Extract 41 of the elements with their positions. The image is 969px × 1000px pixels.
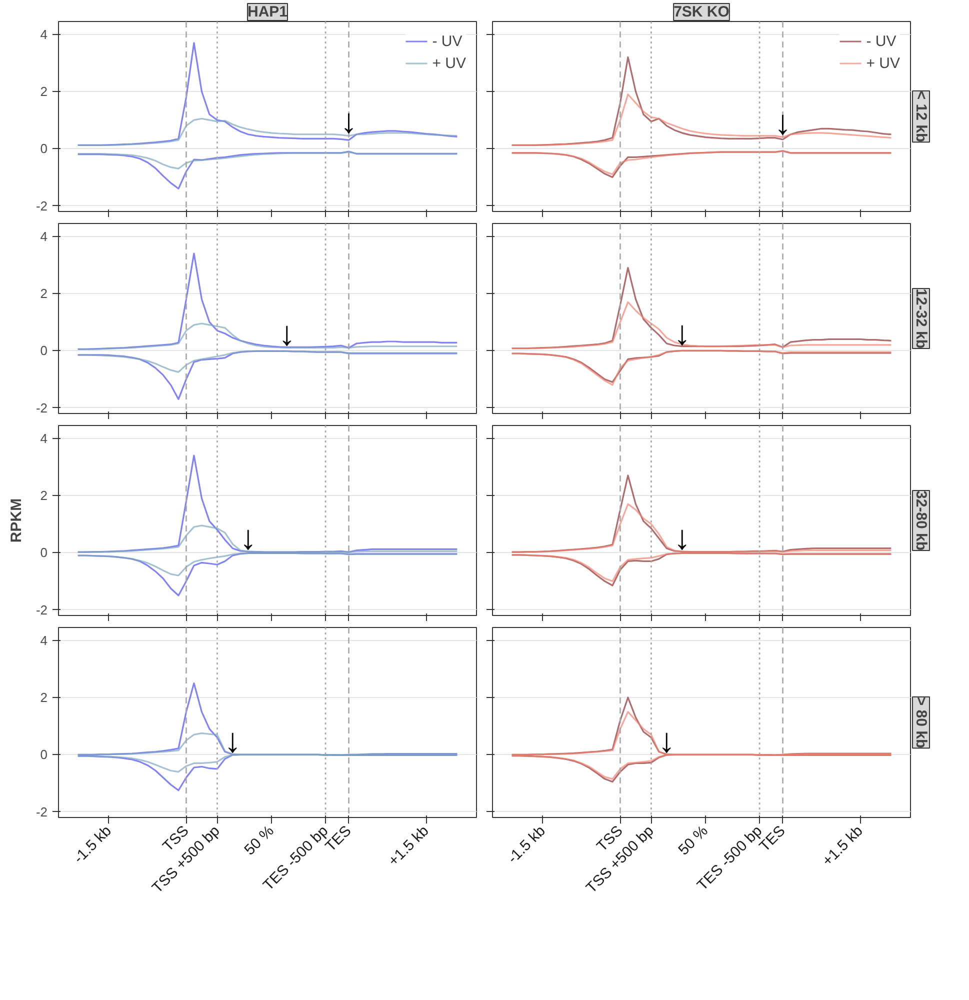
chart-title: HAP1 — [247, 4, 288, 20]
y2-axis-title: 32-80 kb — [912, 490, 930, 551]
annotation: ↓ — [240, 519, 257, 558]
annotation: ↓ — [674, 314, 691, 352]
y-tick-label: -2 — [36, 804, 48, 820]
y-tick-label: 2 — [40, 84, 48, 99]
y-tick-label: 2 — [40, 690, 48, 705]
chart-title: 7SK KO — [674, 4, 730, 20]
y-tick-label: 0 — [40, 141, 48, 156]
y-tick-label: 2 — [40, 488, 48, 503]
y-tick-label: 0 — [40, 343, 48, 358]
legend-label: - UV — [866, 32, 896, 50]
annotation: ↓ — [674, 519, 691, 558]
y-tick-label: 4 — [40, 430, 48, 446]
y2-axis-title: > 80 kb — [912, 696, 930, 748]
x-tick-label: 50 % — [675, 822, 712, 859]
x-tick-label: -1.5 kb — [70, 822, 115, 867]
y-tick-label: 4 — [40, 632, 48, 648]
x-tick-label: -1.5 kb — [504, 822, 549, 867]
y-tick-label: -2 — [36, 602, 48, 618]
annotation: ↓ — [340, 102, 358, 140]
x-tick-label: 50 % — [241, 822, 278, 859]
x-tick-label: +1.5 kb — [819, 822, 866, 870]
y2-axis-title: 12-32 kb — [912, 288, 930, 349]
legend-label: - UV — [432, 32, 462, 50]
annotation: ↓ — [658, 722, 676, 760]
y-tick-label: 4 — [40, 26, 48, 42]
y-tick-label: 4 — [40, 228, 48, 244]
annotation: ↓ — [224, 722, 242, 760]
x-tick-label: +1.5 kb — [385, 822, 432, 870]
y-tick-label: -2 — [36, 400, 48, 416]
annotation: ↓ — [774, 104, 792, 142]
y-tick-label: 0 — [40, 747, 48, 762]
legend-label: + UV — [866, 54, 900, 72]
y-tick-label: 0 — [40, 545, 48, 560]
y-tick-label: 2 — [40, 286, 48, 301]
y-axis-title: RPKM — [8, 498, 25, 543]
legend-label: + UV — [432, 54, 466, 72]
annotation: ↓ — [278, 315, 296, 354]
y-tick-label: -2 — [36, 198, 48, 214]
y2-axis-title: < 12 kb — [912, 90, 930, 142]
